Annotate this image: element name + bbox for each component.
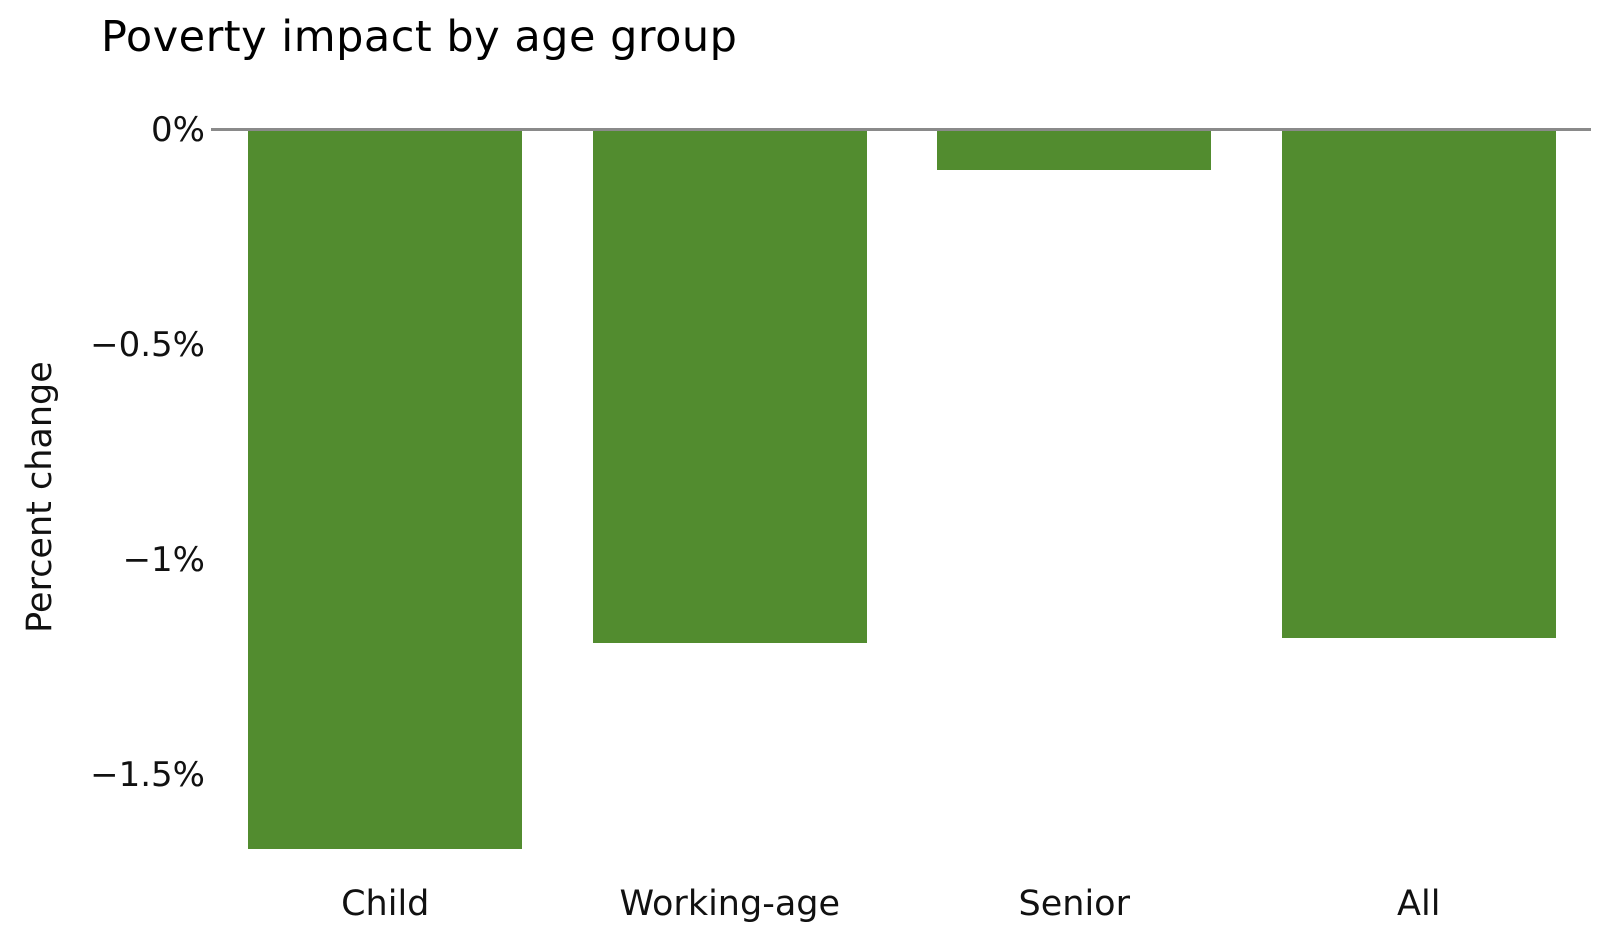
x-tick-label: Working-age bbox=[619, 884, 841, 924]
bar-working-age[interactable] bbox=[592, 131, 867, 643]
x-tick-label: All bbox=[1397, 884, 1441, 924]
bar-child[interactable] bbox=[248, 131, 523, 849]
x-tick-label: Senior bbox=[1018, 884, 1130, 924]
x-tick-label: Child bbox=[341, 884, 430, 924]
y-tick-label: −0.5% bbox=[90, 325, 205, 365]
y-tick-label: 0% bbox=[151, 110, 205, 150]
chart-title: Poverty impact by age group bbox=[101, 12, 738, 62]
bar-senior[interactable] bbox=[937, 131, 1212, 170]
y-axis-title: Percent change bbox=[20, 361, 60, 633]
y-tick-label: −1% bbox=[122, 540, 205, 580]
y-tick-label: −1.5% bbox=[90, 755, 205, 795]
zero-axis-line bbox=[211, 128, 1591, 131]
bar-all[interactable] bbox=[1281, 131, 1556, 638]
